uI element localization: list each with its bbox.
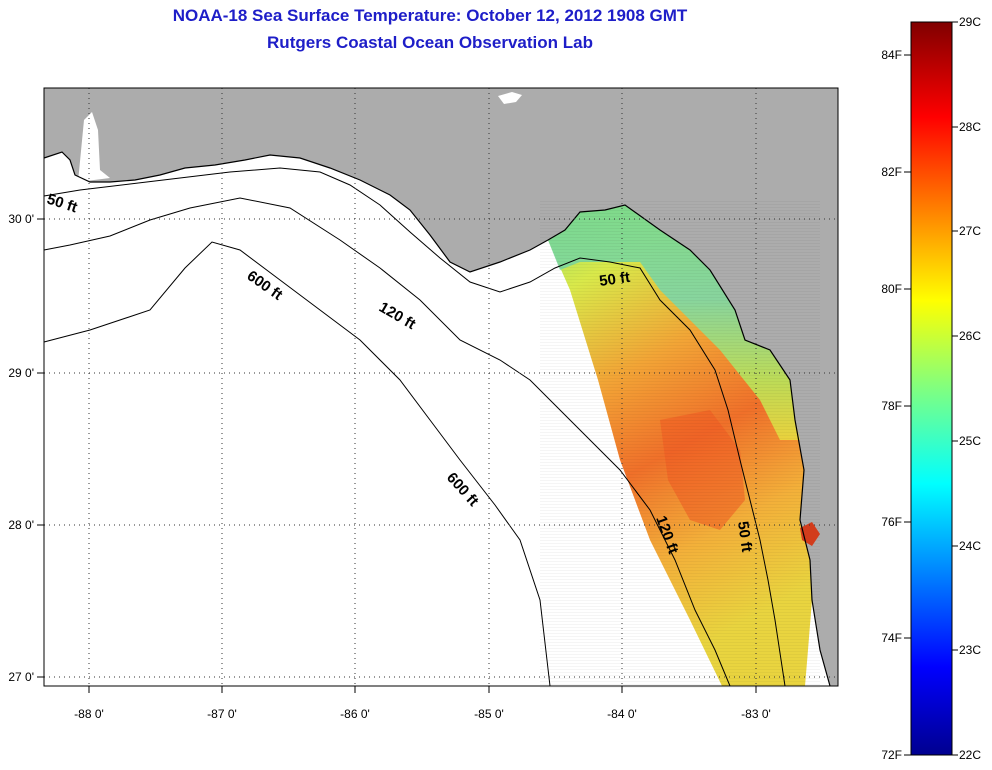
axis-ticks [37,218,757,693]
colorbar-ticks [904,21,958,756]
colorbar-f-label: 84F [881,48,902,62]
x-tick-label: -85 0' [474,707,504,721]
y-tick-label: 27 0' [8,670,34,684]
colorbar-c-label: 23C [959,643,981,657]
y-tick-label: 28 0' [8,518,34,532]
colorbar-c-label: 29C [959,15,981,29]
colorbar-f-label: 80F [881,282,902,296]
sst-scanlines [540,200,820,690]
colorbar-c-label: 27C [959,224,981,238]
colorbar-f-label: 78F [881,399,902,413]
x-tick-label: -87 0' [207,707,237,721]
colorbar-f-label: 76F [881,515,902,529]
mobile-bay [78,112,110,182]
y-tick-label: 29 0' [8,366,34,380]
coastline [43,151,831,687]
contour-600ft [43,241,551,687]
contour-50ft [43,167,786,687]
y-tick-label: 30 0' [8,212,34,226]
contour-label-50ft-south: 50 ft [734,520,755,553]
colorbar [910,21,953,756]
map-frame [43,87,839,687]
contour-label-50ft-north: 50 ft [598,269,631,290]
colorbar-c-label: 22C [959,748,981,762]
x-tick-label: -88 0' [74,707,104,721]
colorbar-c-label: 28C [959,120,981,134]
colorbar-c-label: 26C [959,329,981,343]
x-tick-label: -86 0' [340,707,370,721]
x-tick-label: -84 0' [607,707,637,721]
map-subtitle: Rutgers Coastal Ocean Observation Lab [267,33,593,52]
inland-lake [498,92,522,104]
contour-120ft [43,197,731,687]
colorbar-f-label: 72F [881,748,902,762]
colorbar-f-label: 82F [881,165,902,179]
colorbar-c-label: 24C [959,539,981,553]
x-tick-label: -83 0' [741,707,771,721]
land-mass [44,88,838,686]
colorbar-c-label: 25C [959,434,981,448]
map-title: NOAA-18 Sea Surface Temperature: October… [172,6,688,25]
colorbar-f-label: 74F [881,631,902,645]
